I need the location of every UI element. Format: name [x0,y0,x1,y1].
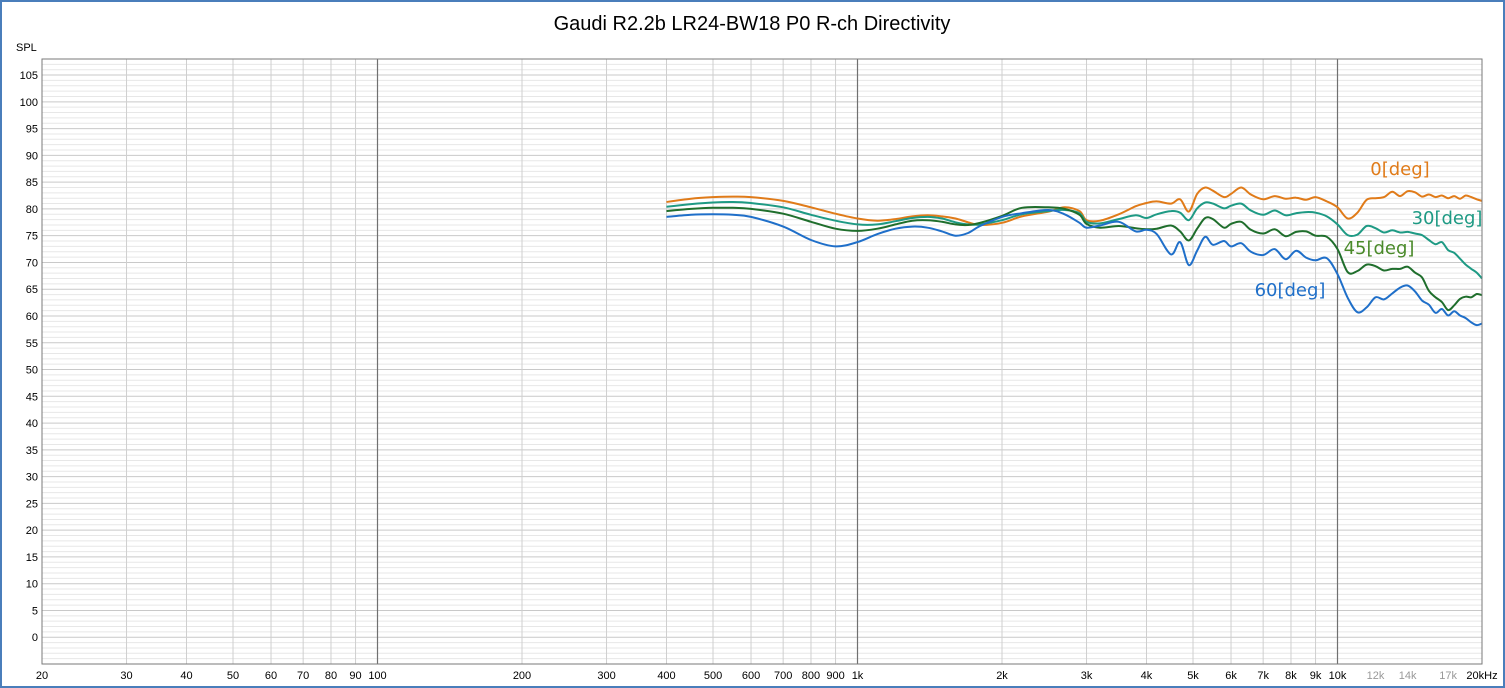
series-label-1: 30[deg] [1412,208,1483,229]
y-tick-label: 45 [26,391,38,403]
series-line-3 [666,208,1483,327]
x-tick-label: 5k [1187,670,1199,682]
x-tick-label: 100 [368,670,386,682]
x-tick-label: 8k [1285,670,1297,682]
y-tick-label: 55 [26,338,38,350]
major-grid [376,59,1339,664]
x-tick-label: 200 [513,670,531,682]
x-tick-label: 4k [1141,670,1153,682]
y-tick-label: 90 [26,150,38,162]
x-tick-label: 17k [1439,670,1457,682]
y-tick-label: 25 [26,498,38,510]
series-label-0: 0[deg] [1370,159,1429,180]
x-tick-label: 700 [774,670,792,682]
y-tick-label: 80 [26,204,38,216]
x-tick-label: 1k [852,670,864,682]
y-axis-label: SPL [16,42,37,54]
chart-title: Gaudi R2.2b LR24-BW18 P0 R-ch Directivit… [554,13,951,35]
y-tick-label: 105 [20,70,38,82]
x-tick-label: 9k [1310,670,1322,682]
y-tick-label: 100 [20,97,38,109]
y-tick-label: 30 [26,472,38,484]
x-tick-label: 800 [802,670,820,682]
minor-grid [41,58,1483,665]
series-label-2: 45[deg] [1344,238,1415,259]
y-tick-label: 40 [26,418,38,430]
series-label-3: 60[deg] [1255,280,1326,301]
x-tick-label: 2k [996,670,1008,682]
y-tick-label: 85 [26,177,38,189]
y-tick-label: 75 [26,231,38,243]
series-line-2 [666,205,1483,312]
x-tick-label: 600 [742,670,760,682]
y-tick-label: 20 [26,525,38,537]
series-line-1 [666,200,1483,280]
y-tick-label: 5 [32,605,38,617]
x-tick-label: 400 [657,670,675,682]
x-tick-label: 7k [1257,670,1269,682]
x-tick-label: 70 [297,670,309,682]
series-labels: 0[deg] 30[deg] 45[deg] 60[deg] [1255,159,1483,301]
x-tick-label: 50 [227,670,239,682]
x-tick-label: 14k [1399,670,1417,682]
x-tick-label: 90 [349,670,361,682]
x-tick-label: 300 [597,670,615,682]
series-line-0 [666,186,1483,227]
y-tick-label: 70 [26,257,38,269]
y-tick-label: 50 [26,365,38,377]
y-tick-label: 0 [32,632,38,644]
x-tick-label: 3k [1081,670,1093,682]
x-tick-label: 30 [120,670,132,682]
x-tick-label: 60 [265,670,277,682]
y-tick-label: 15 [26,552,38,564]
x-tick-label: 10k [1329,670,1347,682]
y-tick-label: 10 [26,579,38,591]
x-tick-label: 6k [1225,670,1237,682]
x-tick-label: 20kHz [1466,670,1497,682]
tick-labels: 1051009590858075706560555045403530252015… [20,70,1498,682]
x-tick-label: 80 [325,670,337,682]
y-tick-label: 65 [26,284,38,296]
x-tick-label: 20 [36,670,48,682]
y-tick-label: 35 [26,445,38,457]
x-tick-label: 40 [180,670,192,682]
y-tick-label: 60 [26,311,38,323]
series-layer [666,186,1483,327]
x-tick-label: 500 [704,670,722,682]
x-tick-label: 900 [826,670,844,682]
plot-area-border [41,58,1483,665]
y-tick-label: 95 [26,124,38,136]
x-tick-label: 12k [1367,670,1385,682]
